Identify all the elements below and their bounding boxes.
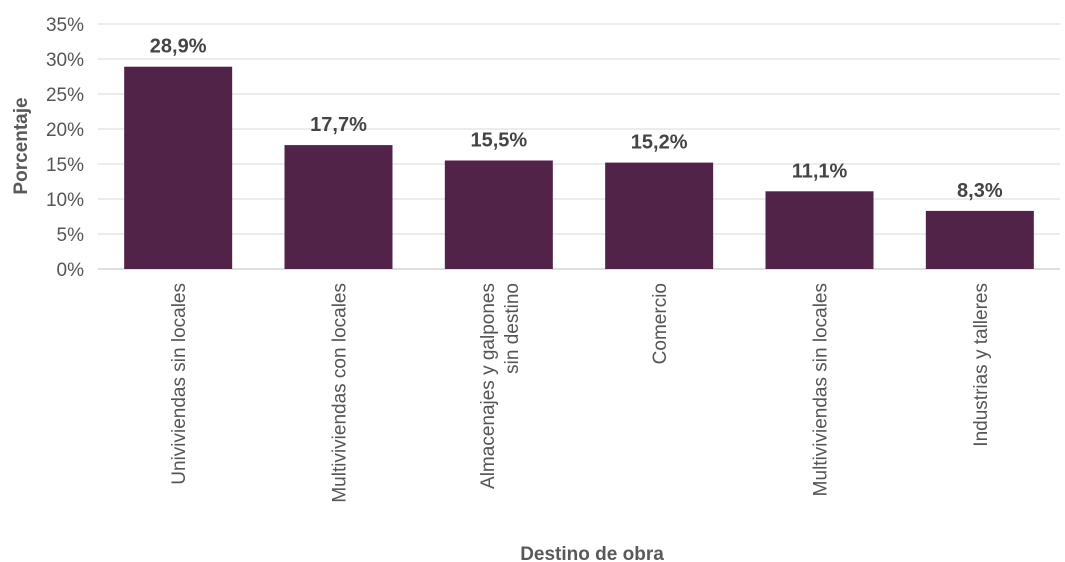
data-labels: 28,9% 17,7% 15,5% 15,2% 11,1% 8,3% bbox=[150, 36, 1003, 202]
data-label: 8,3% bbox=[957, 180, 1003, 202]
y-tick-label: 30% bbox=[46, 50, 84, 71]
bar bbox=[925, 210, 1034, 269]
category-label-line: Industrias y talleres bbox=[971, 283, 992, 447]
x-axis-categories: Univiviendas sin locales Multiviviendas c… bbox=[169, 283, 992, 503]
data-label: 11,1% bbox=[792, 160, 848, 182]
category-label: Comercio bbox=[650, 283, 671, 364]
gridlines bbox=[98, 23, 1060, 270]
data-label: 28,9% bbox=[150, 36, 207, 58]
data-label: 17,7% bbox=[310, 114, 367, 136]
y-axis-ticks: 0% 5% 10% 15% 20% 25% 30% 35% bbox=[46, 15, 84, 281]
category-label-line: Multiviviendas sin locales bbox=[811, 283, 832, 496]
x-axis-title: Destino de obra bbox=[520, 544, 664, 562]
category-label: Univiviendas sin locales bbox=[169, 283, 190, 485]
bar bbox=[444, 160, 553, 269]
bar bbox=[124, 66, 233, 269]
bar bbox=[284, 145, 393, 269]
y-tick-label: 10% bbox=[46, 190, 84, 211]
y-tick-label: 0% bbox=[57, 260, 85, 281]
category-label-line: Comercio bbox=[650, 283, 671, 364]
category-label: Industrias y talleres bbox=[971, 283, 992, 447]
y-tick-label: 25% bbox=[46, 85, 84, 106]
category-label: Multiviviendas con locales bbox=[330, 283, 351, 503]
y-axis-title: Porcentaje bbox=[11, 97, 32, 194]
category-label-line: Almacenajes y galpones bbox=[478, 283, 499, 489]
bars bbox=[124, 66, 1034, 269]
data-label: 15,5% bbox=[470, 130, 527, 152]
category-label: Almacenajes y galpones sin destino bbox=[478, 283, 523, 489]
category-label-line: sin destino bbox=[502, 283, 523, 374]
category-label-line: Univiviendas sin locales bbox=[169, 283, 190, 485]
data-label: 15,2% bbox=[631, 132, 688, 154]
y-tick-label: 15% bbox=[46, 155, 84, 176]
y-tick-label: 20% bbox=[46, 120, 84, 141]
bar bbox=[605, 162, 714, 269]
y-tick-label: 35% bbox=[46, 15, 84, 36]
bar bbox=[765, 191, 874, 269]
category-label: Multiviviendas sin locales bbox=[811, 283, 832, 496]
y-tick-label: 5% bbox=[57, 225, 85, 246]
category-label-line: Multiviviendas con locales bbox=[330, 283, 351, 503]
